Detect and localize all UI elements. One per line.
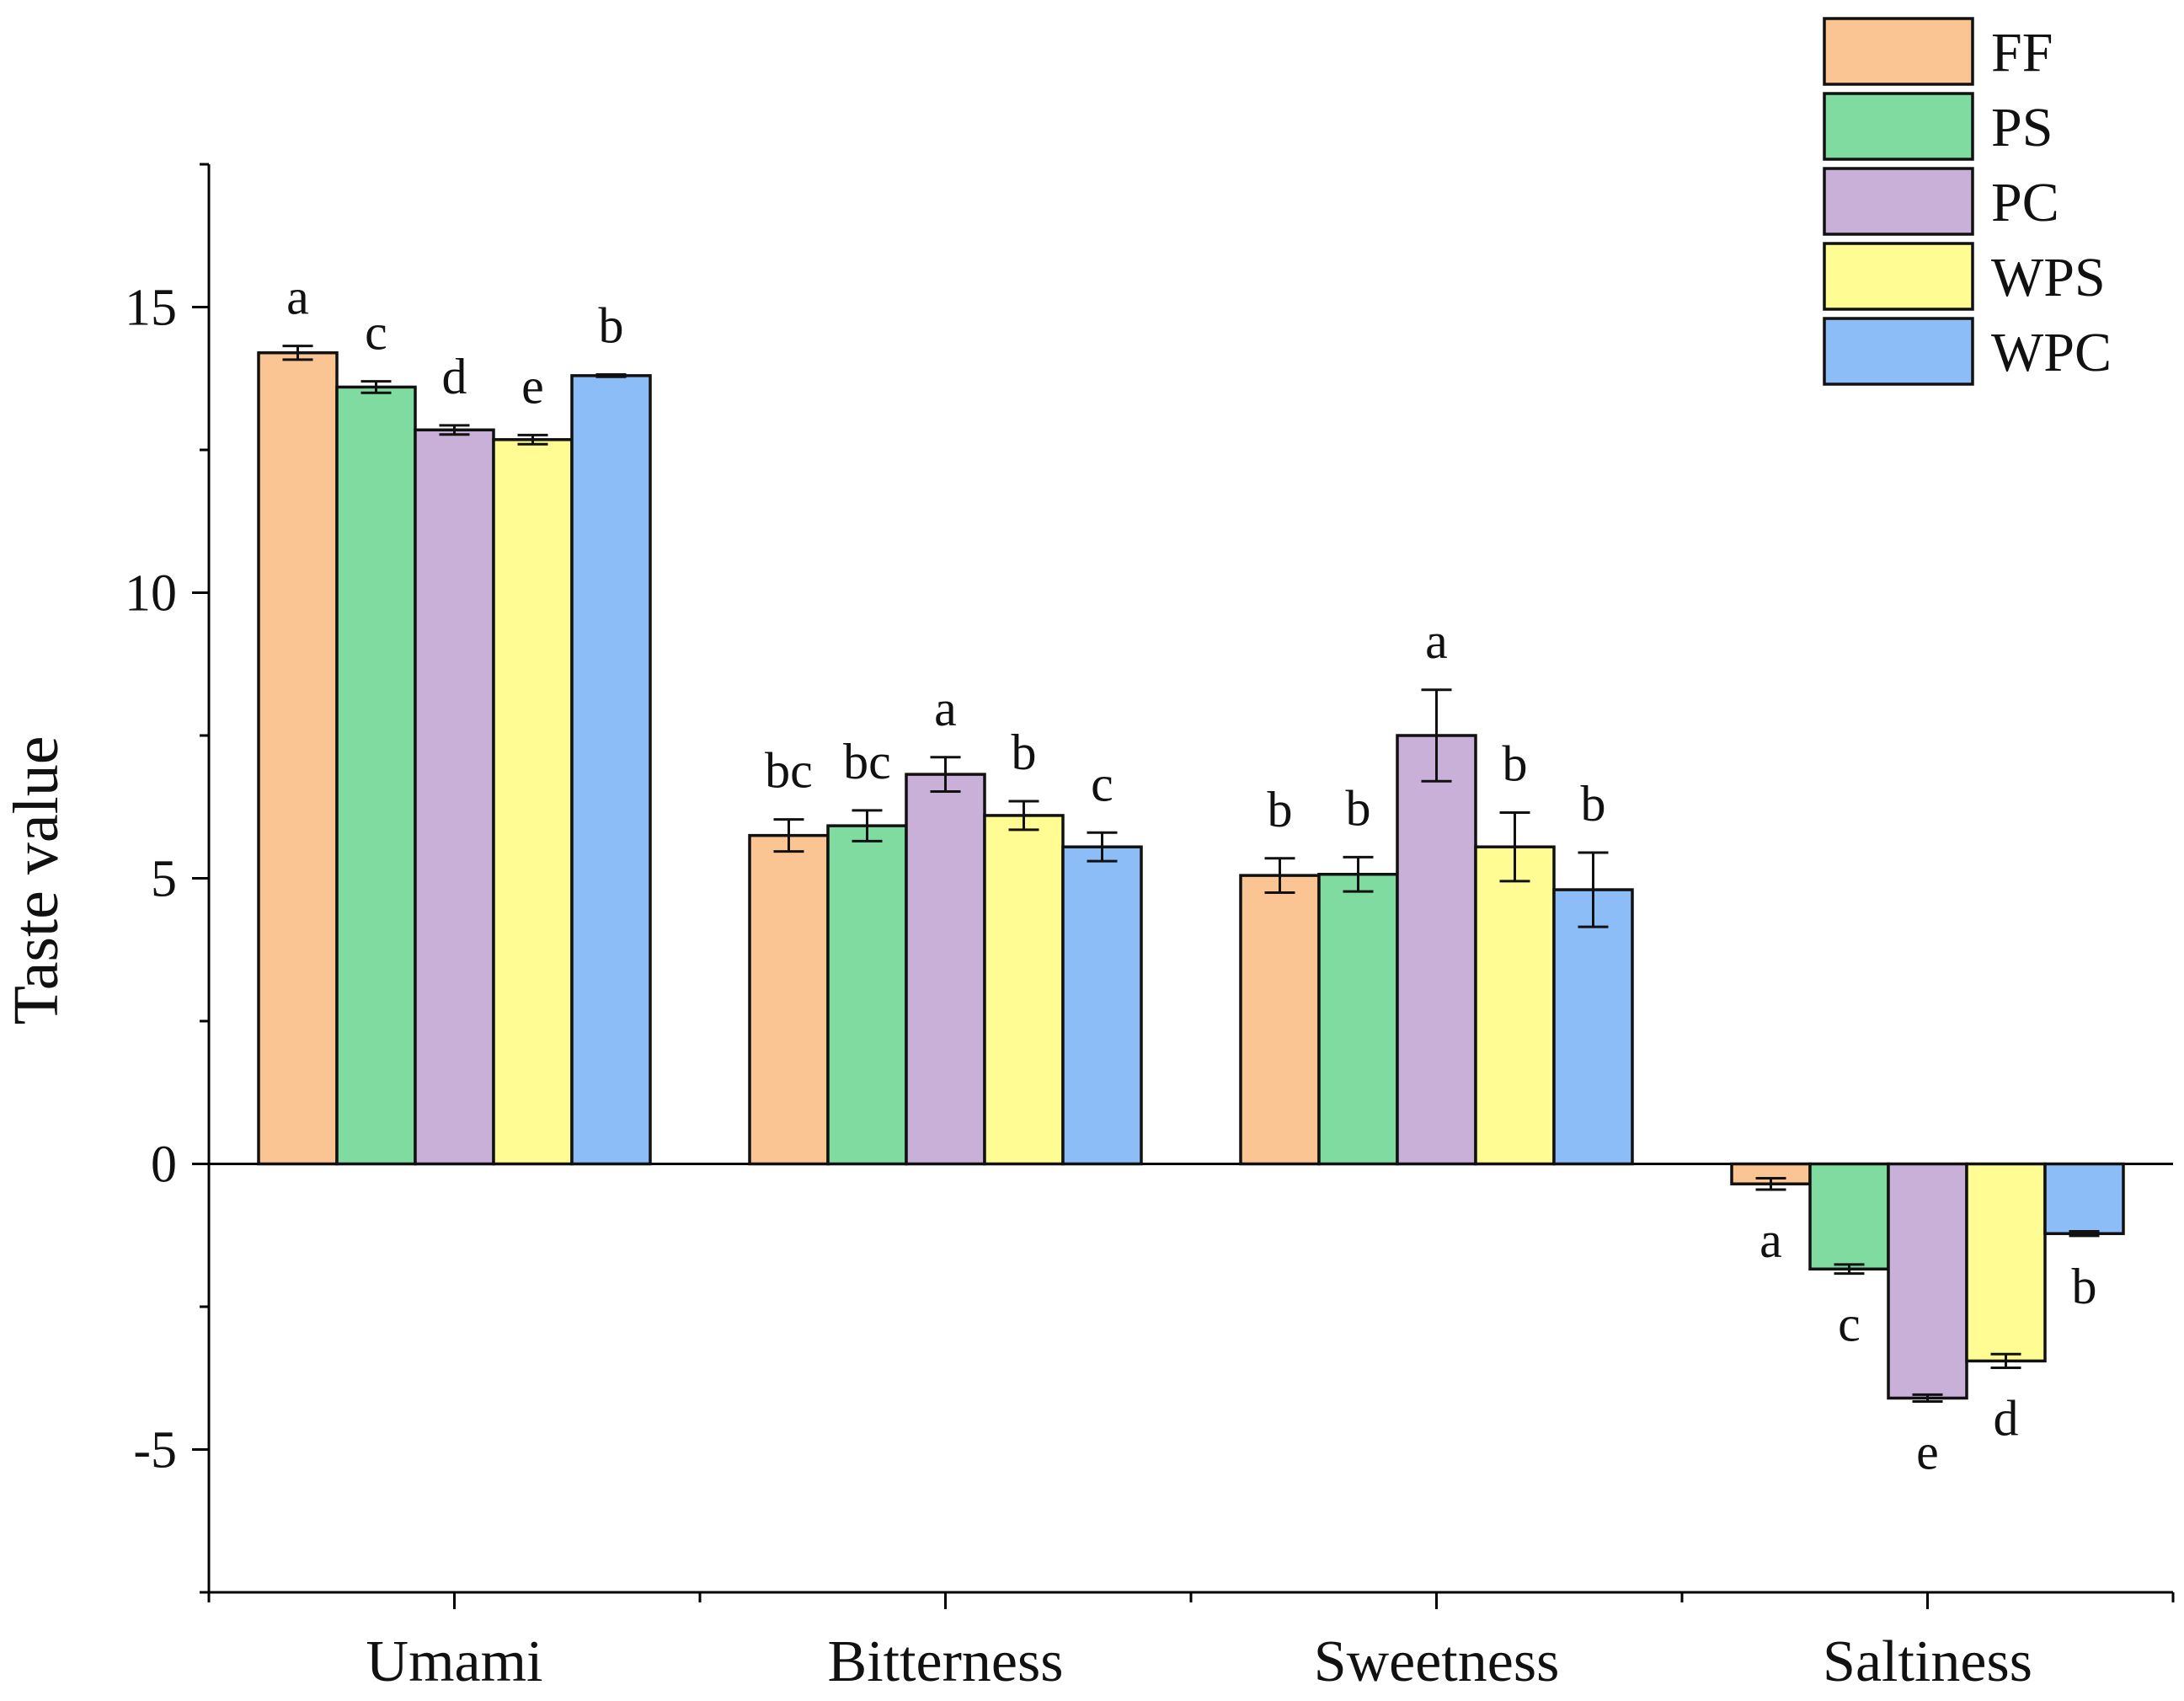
legend-label-pc: PC [1991,172,2059,233]
bar-ps-umami [335,385,417,1166]
x-category-label: Sweetness [1314,1629,1560,1694]
bar-pc-bitterness [905,773,986,1166]
significance-letter: e [521,358,544,414]
legend-label-ff: FF [1991,22,2053,83]
significance-letter: d [442,349,467,404]
bar-ps-bitterness [826,824,908,1166]
bar-ff-bitterness [748,833,830,1166]
bar-ps-sweetness [1317,873,1399,1166]
significance-letter: a [286,270,309,325]
y-tick-label: 10 [125,565,177,623]
significance-letter: b [1012,725,1037,780]
significance-letter: c [365,305,387,361]
bar-pc-saltiness [1887,1162,1968,1400]
y-tick-label: 0 [151,1137,177,1194]
legend-label-wpc: WPC [1991,322,2112,383]
legend-swatch-wps [1823,242,1974,311]
y-tick-label: 15 [125,280,177,337]
significance-letter: e [1916,1425,1939,1480]
bar-pc-sweetness [1396,734,1477,1166]
legend-swatch-ff [1823,17,1974,86]
bar-pc-umami [414,428,495,1166]
bar-wpc-saltiness [2043,1162,2125,1235]
axes: Taste value -5 0 5 10 15 Umami Bitterness Sweet… [1,163,2175,1694]
legend-label-wps: WPS [1991,247,2106,308]
x-category-label: Bitterness [828,1629,1064,1694]
significance-letter: bc [843,734,891,789]
legend: FF PS PC WPS WPC [1823,17,2112,386]
significance-letter: b [2072,1259,2097,1314]
bar-ps-saltiness [1808,1162,1890,1271]
bar-wps-umami [492,438,574,1166]
significance-letter: d [1994,1391,2019,1447]
significance-letter: c [1091,756,1113,811]
significance-letter: b [1503,736,1528,792]
significance-letter: a [1759,1212,1782,1268]
bar-wpc-sweetness [1552,888,1634,1166]
y-tick-label: -5 [133,1422,177,1479]
y-tick-label: 5 [151,851,177,908]
legend-swatch-ps [1823,92,1974,161]
significance-letter: c [1838,1297,1861,1352]
x-category-label: Umami [366,1629,543,1694]
legend-swatch-wpc [1823,317,1974,386]
y-axis-title: Taste value [1,736,72,1025]
significance-letter: bc [765,743,813,799]
bar-wps-sweetness [1474,845,1556,1166]
significance-letter: a [934,681,957,736]
bar-wps-saltiness [1965,1162,2047,1363]
bar-wpc-umami [570,374,652,1166]
bar-wps-bitterness [983,814,1065,1166]
significance-letter: b [1268,782,1293,837]
bar-ff-umami [257,350,339,1166]
significance-letter: b [1346,780,1371,836]
significance-letter: b [1581,776,1606,832]
significance-letter: b [599,298,624,354]
legend-swatch-pc [1823,167,1974,236]
significance-letter: a [1425,613,1448,669]
bar-wpc-bitterness [1061,845,1143,1166]
legend-label-ps: PS [1991,97,2053,158]
bar-ff-sweetness [1239,874,1321,1166]
x-category-label: Saltiness [1823,1629,2032,1694]
